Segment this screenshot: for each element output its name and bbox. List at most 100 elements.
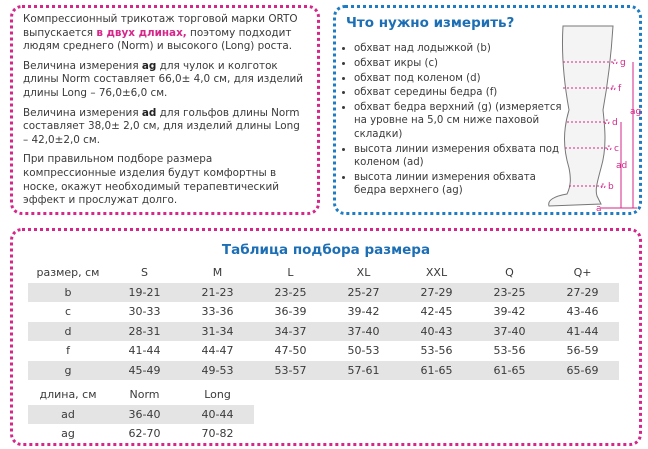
table-cell: 43-46 — [566, 305, 599, 319]
table-cell: 53-57 — [254, 360, 327, 380]
measure-box: Что нужно измерить? обхват над лодыжкой … — [333, 5, 642, 215]
table-row: f 41-44 44-47 47-50 50-53 53-56 53-56 56-59 — [28, 341, 619, 361]
table-cell: 40-44 — [181, 404, 254, 424]
table-cell: ad — [28, 404, 108, 424]
header-cell: M — [212, 266, 223, 280]
text: Величина измерения — [23, 59, 142, 72]
measure-list: обхват над лодыжкой (b) обхват икры (c) об… — [344, 42, 564, 199]
diagram-label: f — [618, 84, 622, 94]
table-cell: 42-45 — [420, 305, 453, 319]
header-cell: L — [287, 266, 294, 280]
paragraph: При правильном подборе размера компресси… — [23, 153, 307, 207]
section-title: Что нужно измерить? — [346, 15, 515, 31]
diagram-label: b — [608, 182, 614, 192]
diagram-label: ad — [616, 161, 627, 171]
header-cell: длина, см — [39, 388, 97, 402]
table-cell: 25-27 — [327, 282, 400, 302]
header-cell: Q — [505, 266, 514, 280]
table-cell: f — [66, 344, 70, 358]
text: поэтому подходит людям среднего (Norm) и… — [23, 26, 293, 53]
table-cell: 40-43 — [400, 321, 473, 341]
table-cell: 61-65 — [473, 360, 546, 380]
dimension-lines — [601, 62, 637, 209]
diagram-label: ag — [630, 107, 641, 117]
measure-item: обхват середины бедра (f) — [354, 86, 564, 99]
measure-lines — [563, 59, 618, 189]
table-cell: 31-34 — [181, 321, 254, 341]
table-cell: 61-65 — [400, 360, 473, 380]
table-cell: 36-40 — [108, 404, 181, 424]
table-cell: 62-70 — [128, 427, 161, 441]
length-table: длина, см Norm Long ad 36-40 40-44 ag 62-70 70-8… — [28, 385, 254, 444]
diagram-label: d — [612, 118, 618, 128]
paragraph: Величина измерения ad для гольфов длины … — [23, 107, 307, 148]
header-cell: размер, см — [36, 266, 100, 280]
text: для гольфов длины Norm составляет 38,0± … — [23, 106, 300, 146]
table-cell: 37-40 — [327, 321, 400, 341]
table-cell: 23-25 — [473, 282, 546, 302]
table-cell: 23-25 — [254, 282, 327, 302]
table-cell: b — [28, 282, 108, 302]
text: Компрессионный трикотаж торговой марки O… — [23, 13, 298, 39]
table-cell: 27-29 — [400, 282, 473, 302]
measure-item: высота линии измерения обхвата бедра вер… — [354, 171, 564, 198]
table-cell: 28-31 — [108, 321, 181, 341]
header-row: размер, см S M L XL XXL Q Q+ — [28, 263, 619, 283]
header-cell: S — [141, 266, 148, 280]
info-box: Компрессионный трикотаж торговой марки O… — [10, 5, 320, 215]
table-cell: 49-53 — [181, 360, 254, 380]
table-cell: 57-61 — [327, 360, 400, 380]
measure-item: обхват под коленом (d) — [354, 72, 564, 85]
table-cell: 39-42 — [347, 305, 380, 319]
table-cell: 39-42 — [493, 305, 526, 319]
table-cell: d — [28, 321, 108, 341]
table-cell: 45-49 — [108, 360, 181, 380]
table-cell: 27-29 — [546, 282, 619, 302]
table-cell: 53-56 — [493, 344, 526, 358]
emphasis: ag — [141, 59, 157, 72]
table-cell: c — [64, 305, 72, 319]
table-row: ad 36-40 40-44 — [28, 404, 254, 424]
table-cell: 41-44 — [546, 321, 619, 341]
header-cell: XXL — [425, 266, 448, 280]
diagram-label: c — [614, 144, 619, 154]
table-cell: ag — [61, 427, 75, 441]
table-row: g 45-49 49-53 53-57 57-61 61-65 61-65 65-69 — [28, 360, 619, 380]
table-cell: 33-36 — [201, 305, 234, 319]
table-row: ag 62-70 70-82 — [28, 424, 254, 444]
size-table: размер, см S M L XL XXL Q Q+ b 19-21 21-23 23-25 25-… — [28, 263, 619, 380]
table-cell: 44-47 — [201, 344, 234, 358]
header-cell: XL — [356, 266, 371, 280]
leg-diagram: g f ag d c ad b a — [548, 25, 641, 213]
measure-item: обхват икры (c) — [354, 57, 564, 70]
table-cell: 21-23 — [181, 282, 254, 302]
emphasis: в двух длинах, — [96, 26, 187, 39]
paragraph: Компрессионный трикотаж торговой марки O… — [23, 13, 307, 54]
table-row: d 28-31 31-34 34-37 37-40 40-43 37-40 41-44 — [28, 321, 619, 341]
diagram-label: g — [620, 58, 626, 68]
table-cell: 36-39 — [274, 305, 307, 319]
table-row: b 19-21 21-23 23-25 25-27 27-29 23-25 27-29 — [28, 282, 619, 302]
table-cell: 34-37 — [254, 321, 327, 341]
paragraph: Величина измерения ag для чулок и колгот… — [23, 60, 307, 101]
table-cell: 50-53 — [347, 344, 380, 358]
measure-item: обхват бедра верхний (g) (измеряется на … — [354, 101, 564, 141]
table-cell: 56-59 — [566, 344, 599, 358]
header-cell: Long — [204, 388, 231, 402]
text: При правильном подборе размера компресси… — [23, 153, 280, 207]
text: Величина измерения — [23, 106, 142, 119]
emphasis: ad — [141, 106, 157, 119]
header-cell: Norm — [129, 388, 160, 402]
measure-item: обхват над лодыжкой (b) — [354, 42, 564, 55]
table-cell: 41-44 — [128, 344, 161, 358]
table-cell: 65-69 — [546, 360, 619, 380]
table-cell: 30-33 — [128, 305, 161, 319]
table-cell: 37-40 — [473, 321, 546, 341]
table-cell: g — [28, 360, 108, 380]
header-cell: Q+ — [573, 266, 592, 280]
size-box: Таблица подбора размера размер, см S M L XL X… — [10, 228, 642, 446]
measure-item: высота линии измерения обхвата под колен… — [354, 143, 564, 170]
table-cell: 70-82 — [201, 427, 234, 441]
text: для чулок и колготок длины Norm составля… — [23, 59, 303, 99]
